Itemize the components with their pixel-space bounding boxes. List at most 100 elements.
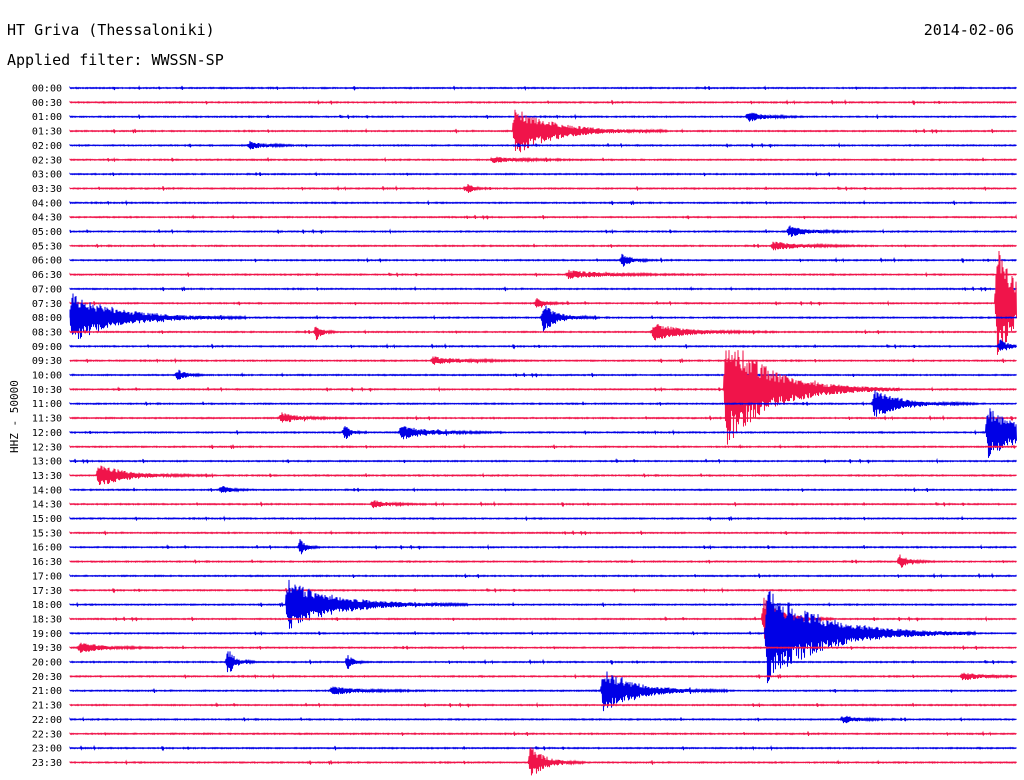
seismogram-trace-0330 bbox=[69, 183, 1017, 193]
seismogram-trace-1700 bbox=[69, 572, 1017, 579]
time-tick-label: 08:30 bbox=[32, 327, 62, 338]
time-tick-label: 16:30 bbox=[32, 557, 62, 568]
seismogram-trace-0300 bbox=[69, 171, 1017, 177]
seismogram-trace-1300 bbox=[69, 457, 1017, 465]
seismogram-trace-1630 bbox=[69, 554, 1017, 568]
time-tick-label: 03:30 bbox=[32, 184, 62, 195]
seismogram-trace-0230 bbox=[69, 156, 1017, 163]
station-title: HT Griva (Thessaloniki) bbox=[7, 21, 215, 39]
time-tick-label: 06:00 bbox=[32, 256, 62, 267]
time-tick-label: 00:00 bbox=[32, 84, 62, 95]
seismogram-trace-0530 bbox=[69, 241, 1017, 251]
filter-prefix: Applied filter: bbox=[7, 51, 143, 69]
seismogram-trace-0930 bbox=[69, 356, 1017, 365]
seismogram-trace-0400 bbox=[69, 199, 1017, 206]
time-tick-label: 11:00 bbox=[32, 399, 62, 410]
time-tick-label: 12:00 bbox=[32, 428, 62, 439]
seismogram-trace-0000 bbox=[69, 84, 1017, 91]
seismogram-trace-1130 bbox=[69, 412, 1017, 423]
seismogram-trace-0100 bbox=[69, 112, 1017, 122]
filter-name: WWSSN-SP bbox=[151, 51, 224, 69]
seismogram-trace-0200 bbox=[69, 140, 1017, 150]
seismogram-trace-1100 bbox=[69, 390, 1017, 417]
time-tick-label: 15:00 bbox=[32, 514, 62, 525]
time-tick-label: 23:00 bbox=[32, 744, 62, 755]
time-tick-label: 12:30 bbox=[32, 442, 62, 453]
seismogram-trace-2330 bbox=[69, 747, 1017, 776]
time-tick-label: 20:30 bbox=[32, 672, 62, 683]
time-tick-label: 19:30 bbox=[32, 643, 62, 654]
seismogram-trace-2030 bbox=[69, 672, 1017, 681]
time-tick-label: 13:30 bbox=[32, 471, 62, 482]
seismogram-trace-1400 bbox=[69, 485, 1017, 493]
time-tick-label: 07:30 bbox=[32, 299, 62, 310]
seismogram-trace-2300 bbox=[69, 744, 1017, 752]
seismogram-trace-0500 bbox=[69, 225, 1017, 237]
time-tick-label: 18:00 bbox=[32, 600, 62, 611]
seismogram-trace-1500 bbox=[69, 515, 1017, 522]
seismogram-trace-0900 bbox=[69, 339, 1017, 351]
seismogram-trace-0700 bbox=[69, 285, 1017, 292]
time-tick-label: 05:00 bbox=[32, 227, 62, 238]
time-tick-label: 17:30 bbox=[32, 586, 62, 597]
seismogram-trace-0730 bbox=[69, 250, 1017, 355]
time-tick-label: 01:00 bbox=[32, 112, 62, 123]
time-tick-label: 05:30 bbox=[32, 241, 62, 252]
filter-line: Applied filter: WWSSN-SP bbox=[7, 51, 224, 69]
time-tick-label: 07:00 bbox=[32, 284, 62, 295]
time-tick-label: 09:30 bbox=[32, 356, 62, 367]
time-tick-label: 14:00 bbox=[32, 485, 62, 496]
time-tick-label: 03:00 bbox=[32, 170, 62, 181]
time-tick-label: 02:00 bbox=[32, 141, 62, 152]
time-tick-label: 01:30 bbox=[32, 127, 62, 138]
time-tick-label: 02:30 bbox=[32, 155, 62, 166]
seismogram-trace-2200 bbox=[69, 715, 1017, 724]
seismogram-trace-1430 bbox=[69, 500, 1017, 509]
time-tick-label: 10:30 bbox=[32, 385, 62, 396]
seismogram-trace-1230 bbox=[69, 443, 1017, 450]
seismogram-trace-1730 bbox=[69, 587, 1017, 594]
time-tick-label: 20:00 bbox=[32, 658, 62, 669]
seismogram-trace-1330 bbox=[69, 465, 1017, 486]
seismogram-trace-0430 bbox=[69, 214, 1017, 221]
seismogram-trace-0030 bbox=[69, 98, 1017, 106]
time-tick-label: 23:30 bbox=[32, 758, 62, 769]
time-tick-label: 15:30 bbox=[32, 528, 62, 539]
time-tick-label: 04:00 bbox=[32, 198, 62, 209]
seismogram-trace-1800 bbox=[69, 579, 1017, 629]
time-tick-label: 22:00 bbox=[32, 715, 62, 726]
seismogram-trace-1900 bbox=[69, 591, 1017, 684]
time-tick-label: 04:30 bbox=[32, 213, 62, 224]
date-label: 2014-02-06 bbox=[923, 21, 1014, 39]
seismogram-trace-1200 bbox=[69, 408, 1017, 458]
seismogram-trace-1000 bbox=[69, 369, 1017, 380]
time-tick-label: 08:00 bbox=[32, 313, 62, 324]
time-tick-label: 10:00 bbox=[32, 371, 62, 382]
time-tick-label: 22:30 bbox=[32, 729, 62, 740]
time-tick-label: 11:30 bbox=[32, 414, 62, 425]
time-tick-label: 14:30 bbox=[32, 500, 62, 511]
seismogram-trace-1530 bbox=[69, 529, 1017, 536]
seismogram-trace-1830 bbox=[69, 597, 1017, 639]
time-tick-label: 21:00 bbox=[32, 686, 62, 697]
seismogram-trace-0600 bbox=[69, 253, 1017, 267]
seismogram-trace-0630 bbox=[69, 269, 1017, 279]
time-tick-label: 21:30 bbox=[32, 701, 62, 712]
time-tick-label: 18:30 bbox=[32, 614, 62, 625]
seismogram-trace-2000 bbox=[69, 651, 1017, 673]
time-tick-label: 19:00 bbox=[32, 629, 62, 640]
time-tick-label: 06:30 bbox=[32, 270, 62, 281]
time-tick-label: 16:00 bbox=[32, 543, 62, 554]
time-tick-label: 09:00 bbox=[32, 342, 62, 353]
time-tick-label: 17:00 bbox=[32, 571, 62, 582]
seismogram-trace-0800 bbox=[69, 293, 1017, 339]
seismogram-trace-0130 bbox=[69, 109, 1017, 153]
seismogram-trace-0830 bbox=[69, 324, 1017, 341]
seismogram-trace-2100 bbox=[69, 671, 1017, 712]
seismogram-trace-1930 bbox=[69, 642, 1017, 653]
time-tick-label: 00:30 bbox=[32, 98, 62, 109]
seismogram-trace-1030 bbox=[69, 350, 1017, 445]
time-tick-label: 13:00 bbox=[32, 457, 62, 468]
